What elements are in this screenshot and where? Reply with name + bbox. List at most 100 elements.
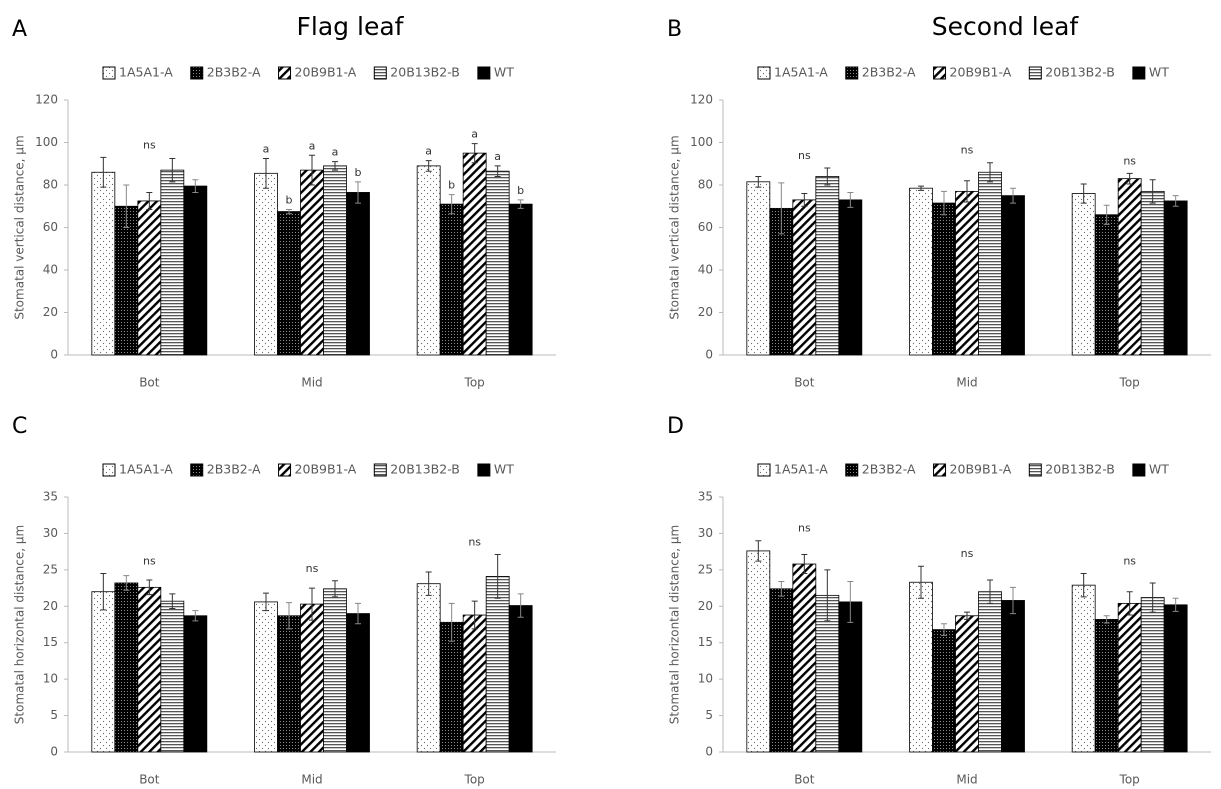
y-tick-label: 35 (43, 490, 58, 504)
legend-swatch (191, 67, 203, 79)
y-tick-label: 60 (698, 220, 713, 234)
legend-swatch (1029, 464, 1041, 476)
bar (1141, 191, 1164, 355)
figure: A Flag leaf Stomatal vertical distance, µm… (0, 0, 1221, 789)
chart-title: Flag leaf (297, 12, 405, 41)
y-tick-label: 35 (698, 490, 713, 504)
legend-swatch (1029, 67, 1041, 79)
bar (138, 587, 161, 752)
bar (161, 601, 184, 752)
bar (255, 602, 278, 752)
legend-label: 1A5A1-A (119, 462, 173, 477)
bar (486, 576, 509, 752)
bar (793, 564, 816, 752)
legend-label: 1A5A1-A (774, 65, 828, 80)
y-axis-label: Stomatal horizontal distance, µm (668, 525, 682, 724)
bar (1095, 215, 1118, 355)
y-tick-label: 40 (43, 263, 58, 277)
x-tick-label: Mid (956, 376, 977, 390)
y-tick-label: 0 (50, 348, 58, 362)
legend-label: 20B13B2-B (390, 462, 460, 477)
bar (347, 192, 370, 355)
y-tick-label: 30 (43, 526, 58, 540)
panel-label: C (12, 414, 27, 439)
bar (793, 200, 816, 355)
bar (486, 171, 509, 355)
significance-letter: a (471, 128, 478, 141)
y-tick-label: 5 (50, 708, 58, 722)
panel-label: A (12, 17, 27, 42)
bar (463, 153, 486, 355)
panel-label: D (667, 414, 684, 439)
y-tick-label: 10 (698, 672, 713, 686)
legend-label: WT (494, 462, 514, 477)
x-tick-label: Bot (794, 376, 815, 390)
annotation: ns (798, 522, 811, 535)
y-axis-label: Stomatal vertical distance, µm (668, 135, 682, 319)
bar (417, 166, 440, 355)
bar (979, 592, 1002, 752)
bar (278, 616, 301, 752)
bar (324, 166, 347, 355)
y-tick-label: 25 (43, 562, 58, 576)
bar (440, 622, 463, 752)
legend-label: WT (494, 65, 514, 80)
chart-title: Second leaf (932, 12, 1080, 41)
legend-label: 20B9B1-A (950, 462, 1012, 477)
legend-swatch (934, 67, 946, 79)
bar (1095, 619, 1118, 752)
bar (933, 203, 956, 355)
significance-letter: b (517, 184, 524, 197)
y-tick-label: 15 (43, 635, 58, 649)
legend-label: 2B3B2-A (862, 462, 916, 477)
bar (956, 191, 979, 355)
bar (301, 604, 324, 752)
bar (1072, 585, 1095, 752)
legend-label: 20B13B2-B (1045, 462, 1115, 477)
bar (910, 582, 933, 752)
legend-label: 20B13B2-B (390, 65, 460, 80)
y-axis-label: Stomatal vertical distance, µm (13, 135, 27, 319)
bar (816, 177, 839, 356)
legend-label: 20B9B1-A (295, 65, 357, 80)
y-tick-label: 60 (43, 220, 58, 234)
annotation: ns (961, 144, 974, 157)
y-tick-label: 100 (35, 135, 58, 149)
annotation: ns (1123, 555, 1136, 568)
y-tick-label: 120 (690, 93, 713, 107)
bar (161, 170, 184, 355)
bar (1164, 605, 1187, 752)
y-tick-label: 20 (43, 599, 58, 613)
bar (839, 602, 862, 752)
annotation: ns (306, 562, 319, 575)
significance-letter: a (494, 150, 501, 163)
y-axis-label: Stomatal horizontal distance, µm (13, 525, 27, 724)
legend-swatch (478, 464, 490, 476)
bar (92, 172, 115, 355)
significance-letter: a (309, 139, 316, 152)
y-tick-label: 20 (43, 305, 58, 319)
legend-swatch (103, 464, 115, 476)
bar (138, 201, 161, 355)
bar (1118, 179, 1141, 355)
annotation: ns (798, 149, 811, 162)
bar (747, 551, 770, 752)
annotation: ns (468, 536, 481, 549)
significance-letter: b (286, 193, 293, 206)
bar (347, 614, 370, 752)
x-tick-label: Bot (139, 376, 160, 390)
x-tick-label: Bot (794, 773, 815, 787)
x-tick-label: Bot (139, 773, 160, 787)
legend-label: 20B13B2-B (1045, 65, 1115, 80)
bar (1141, 598, 1164, 752)
annotation: ns (143, 138, 156, 151)
legend-label: 2B3B2-A (862, 65, 916, 80)
bar (440, 204, 463, 355)
legend-swatch (279, 464, 291, 476)
bar (184, 186, 207, 355)
legend-swatch (1133, 67, 1145, 79)
legend-label: 20B9B1-A (950, 65, 1012, 80)
significance-letter: b (448, 179, 455, 192)
x-tick-label: Top (464, 773, 485, 787)
y-tick-label: 40 (698, 263, 713, 277)
